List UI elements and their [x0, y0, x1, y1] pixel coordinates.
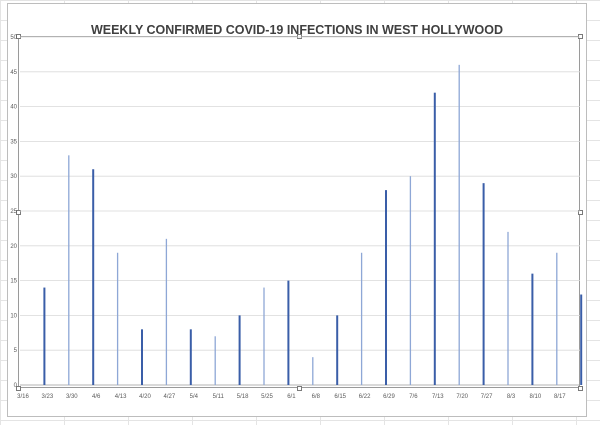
x-tick-label: 4/27: [164, 394, 176, 400]
x-tick-label: 5/25: [261, 394, 273, 400]
bar-4/13: [116, 252, 119, 385]
y-tick-label: 25: [10, 209, 17, 215]
bars: [43, 64, 583, 386]
x-tick-label: 3/30: [66, 394, 78, 400]
y-tick-label: 0: [14, 383, 18, 389]
x-tick-label: 5/11: [213, 394, 225, 400]
bar-6/15: [336, 315, 339, 385]
x-axis-ticks: 3/16 3/23 3/30 4/6 4/13 4/20 4/27 5/4 5/11 5/18 5/…: [17, 394, 566, 400]
x-tick-label: 8/10: [530, 394, 542, 400]
x-tick-label: 6/29: [383, 394, 395, 400]
bar-6/29: [385, 190, 387, 385]
y-tick-label: 50: [10, 35, 17, 41]
x-tick-label: 6/15: [334, 394, 346, 400]
x-tick-label: 6/1: [287, 394, 296, 400]
bar-8/10: [531, 273, 534, 385]
bar-8/24: [580, 294, 583, 385]
x-tick-label: 3/23: [42, 394, 54, 400]
bar-4/20: [141, 329, 143, 385]
bar-5/18: [238, 315, 241, 385]
bar-3/23: [43, 287, 46, 385]
bar-5/11: [214, 336, 216, 385]
x-tick-label: 8/3: [507, 394, 516, 400]
x-tick-label: 5/18: [237, 394, 249, 400]
x-tick-label: 7/27: [481, 394, 493, 400]
y-tick-label: 30: [10, 174, 17, 180]
x-tick-label: 6/22: [359, 394, 371, 400]
y-tick-label: 45: [10, 70, 17, 76]
x-tick-label: 4/13: [115, 394, 127, 400]
bar-4/6: [92, 169, 95, 385]
x-tick-label: 7/6: [409, 394, 418, 400]
x-tick-label: 5/4: [190, 394, 199, 400]
bar-3/30: [68, 155, 70, 385]
bar-4/27: [165, 238, 168, 385]
bar-7/13: [433, 92, 436, 386]
y-axis-ticks: 0 5 10 15 20 25 30 35 40 45 50: [10, 35, 17, 389]
y-tick-label: 10: [10, 313, 17, 319]
bar-6/1: [287, 280, 290, 385]
resize-handle-top[interactable]: [297, 34, 302, 39]
y-tick-label: 15: [10, 279, 17, 285]
resize-handle-right[interactable]: [578, 210, 583, 215]
bar-8/3: [507, 231, 509, 385]
y-tick-label: 40: [10, 105, 17, 111]
x-tick-label: 4/6: [92, 394, 101, 400]
gridlines: [20, 36, 580, 386]
resize-handle-bottom-left[interactable]: [16, 386, 21, 391]
x-tick-label: 7/20: [456, 394, 468, 400]
bar-6/8: [312, 357, 314, 385]
bar-6/22: [360, 252, 363, 385]
x-tick-label: 3/16: [17, 394, 29, 400]
bar-5/25: [263, 287, 265, 385]
bar-7/20: [458, 64, 460, 385]
resize-handle-top-right[interactable]: [578, 34, 583, 39]
bar-7/27: [482, 183, 485, 385]
y-tick-label: 35: [10, 139, 17, 145]
x-tick-label: 6/8: [312, 394, 321, 400]
x-tick-label: 8/17: [554, 394, 566, 400]
y-tick-label: 20: [10, 244, 17, 250]
resize-handle-bottom[interactable]: [297, 386, 302, 391]
y-tick-label: 5: [14, 348, 18, 354]
x-tick-label: 4/20: [139, 394, 151, 400]
resize-handle-top-left[interactable]: [16, 34, 21, 39]
resize-handle-left[interactable]: [16, 210, 21, 215]
resize-handle-bottom-right[interactable]: [578, 386, 583, 391]
bar-8/17: [556, 252, 558, 385]
bar-7/6: [409, 176, 412, 385]
x-tick-label: 7/13: [432, 394, 444, 400]
bar-5/4: [189, 329, 192, 385]
chart-title: WEEKLY CONFIRMED COVID-19 INFECTIONS IN …: [91, 23, 503, 37]
